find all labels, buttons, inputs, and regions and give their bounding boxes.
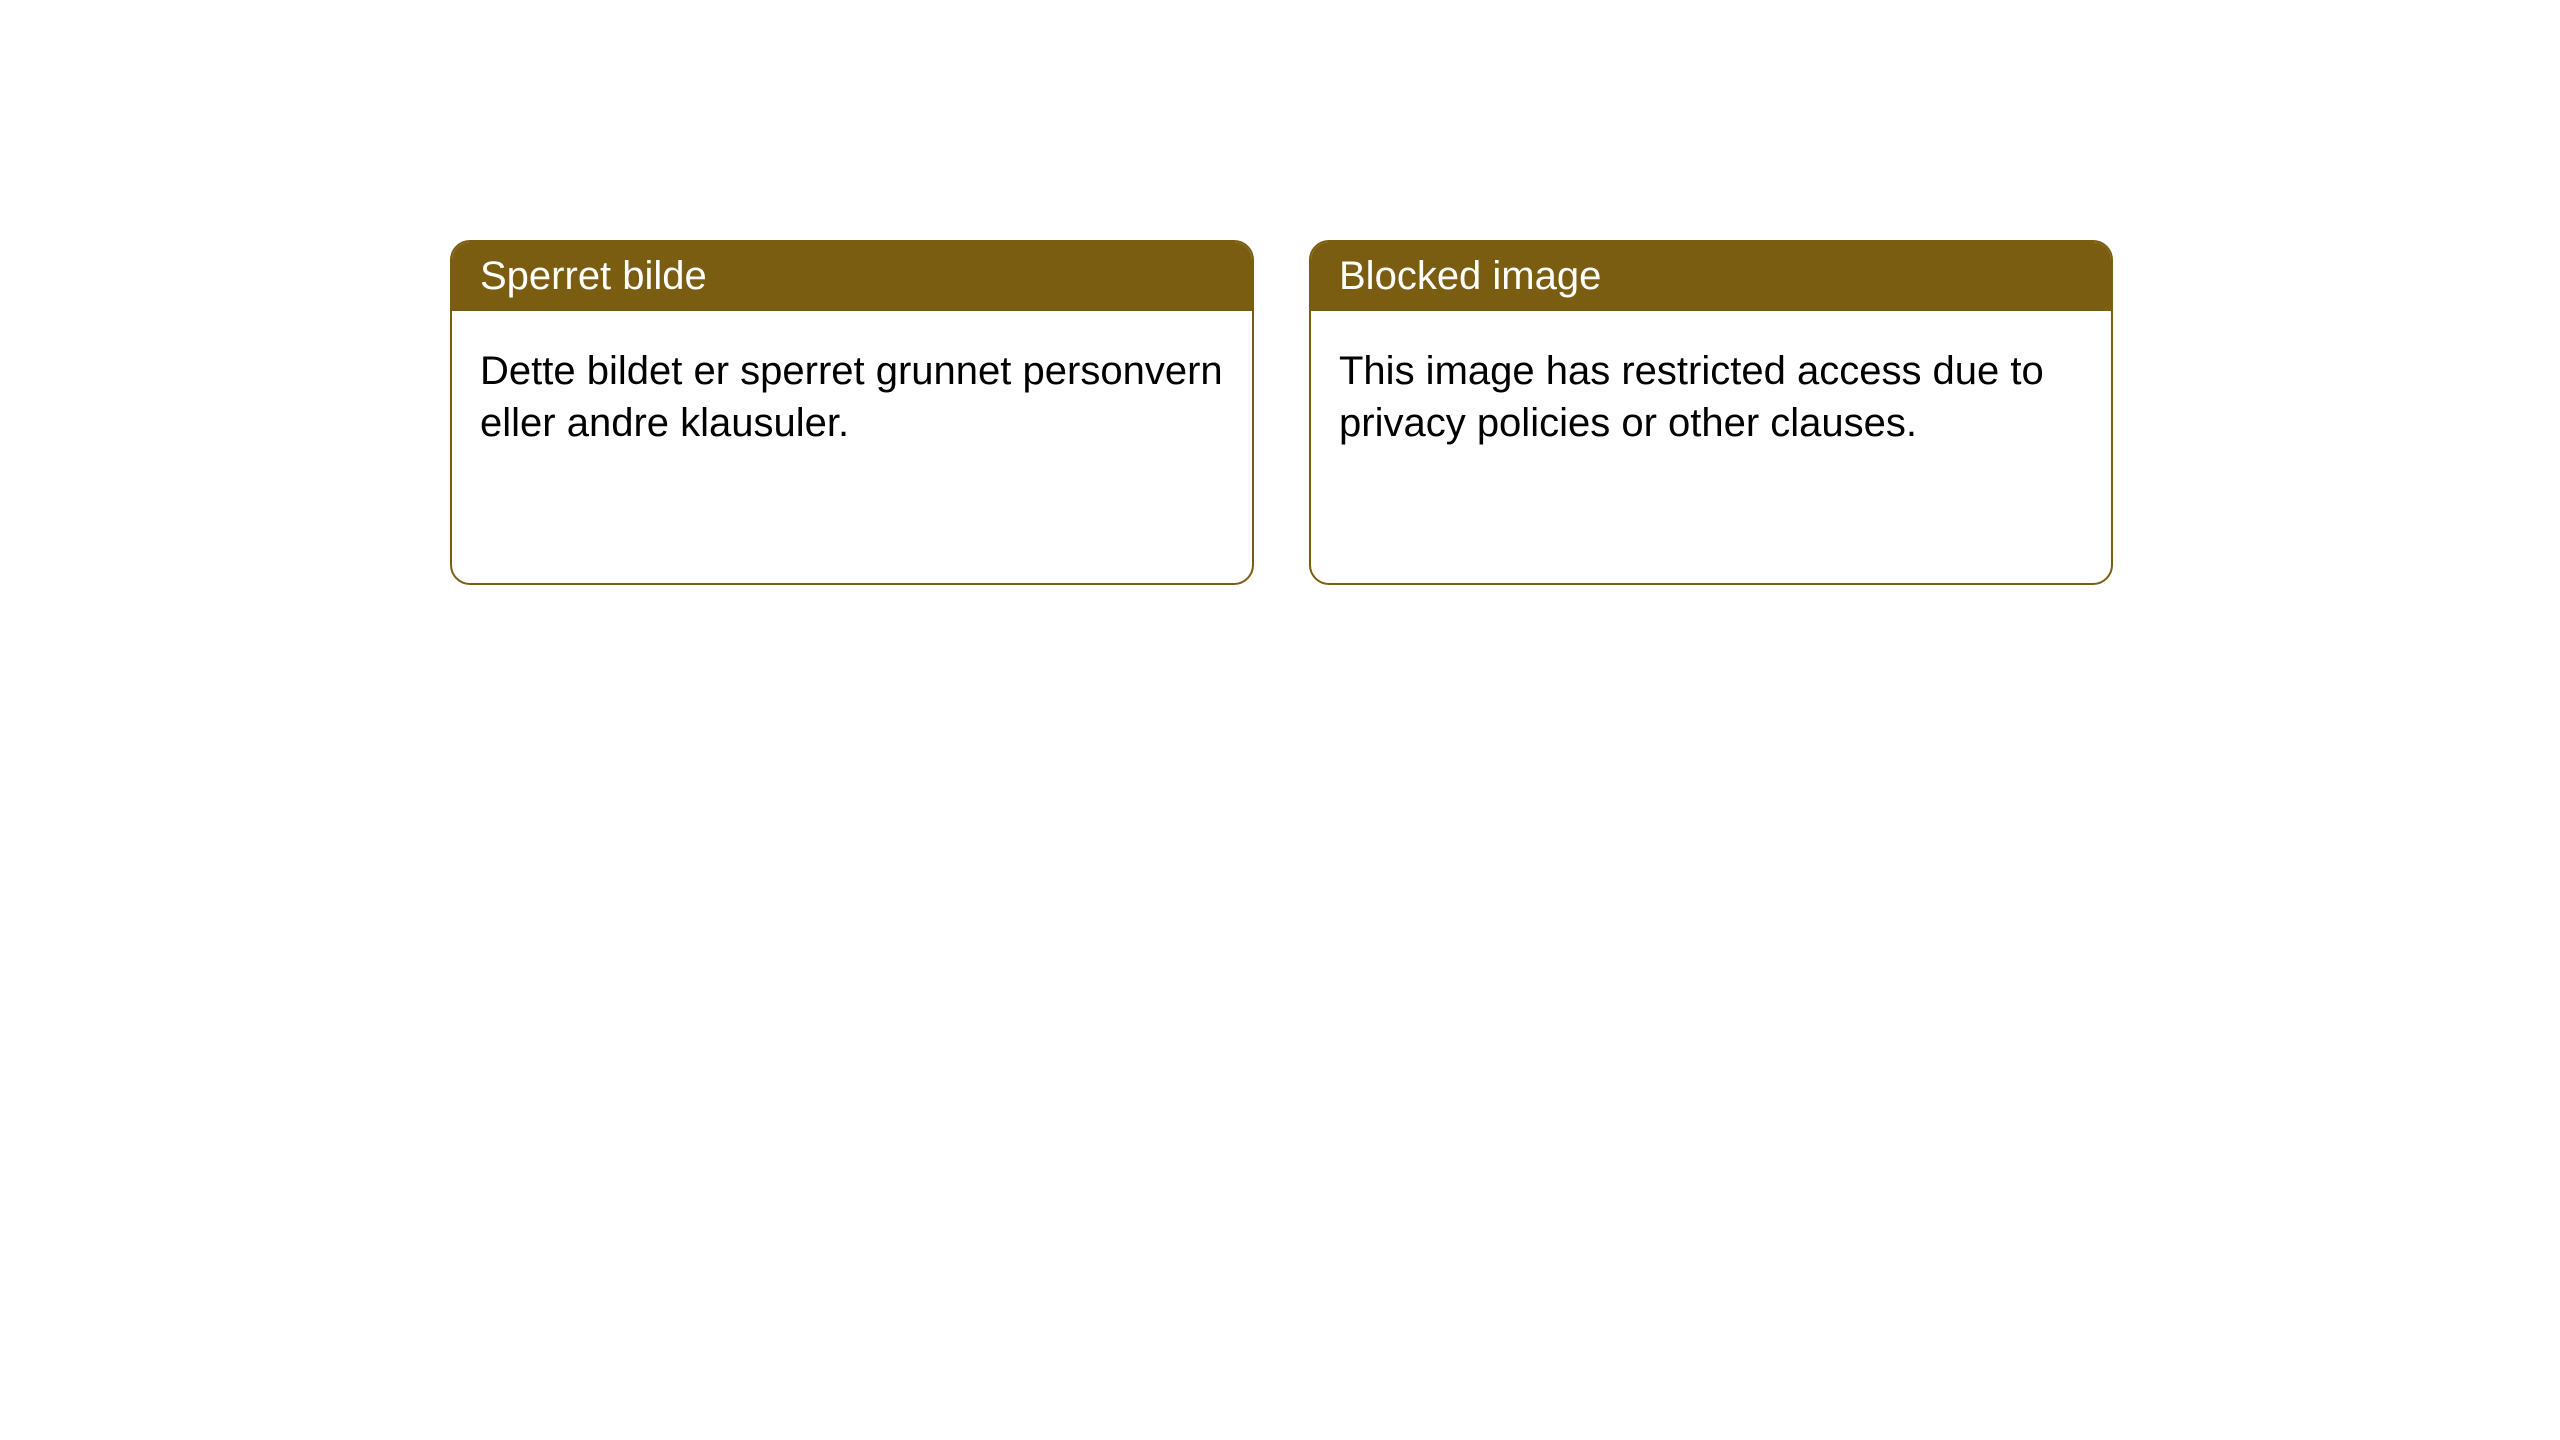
notice-text-en: This image has restricted access due to … (1339, 345, 2083, 449)
notice-card-en: Blocked image This image has restricted … (1309, 240, 2113, 585)
notice-body-no: Dette bildet er sperret grunnet personve… (452, 311, 1252, 583)
notice-body-en: This image has restricted access due to … (1311, 311, 2111, 583)
notice-card-no: Sperret bilde Dette bildet er sperret gr… (450, 240, 1254, 585)
notice-text-no: Dette bildet er sperret grunnet personve… (480, 345, 1224, 449)
notice-title-no: Sperret bilde (452, 242, 1252, 311)
notice-title-en: Blocked image (1311, 242, 2111, 311)
notice-container: Sperret bilde Dette bildet er sperret gr… (0, 0, 2560, 585)
